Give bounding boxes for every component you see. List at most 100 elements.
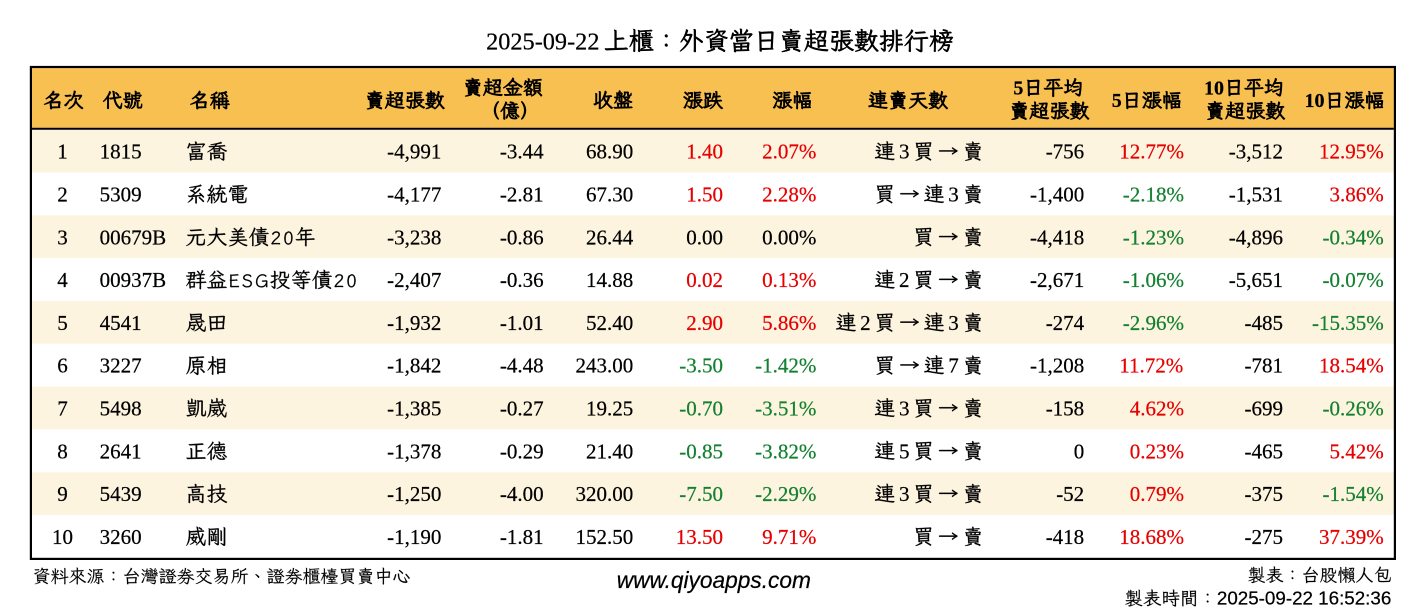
svg-text:3: 3: [948, 183, 959, 207]
svg-text:-3.50: -3.50: [679, 354, 723, 378]
svg-text:-0.29: -0.29: [500, 439, 544, 463]
svg-text:52.40: 52.40: [586, 311, 633, 335]
svg-text:21.40: 21.40: [586, 439, 633, 463]
svg-text:-1,842: -1,842: [387, 354, 441, 378]
svg-text:www.qiyoapps.com: www.qiyoapps.com: [617, 567, 811, 593]
svg-text:-0.34%: -0.34%: [1323, 225, 1384, 249]
svg-text:-1.42%: -1.42%: [755, 354, 816, 378]
svg-text:1.50: 1.50: [686, 183, 723, 207]
svg-text:10: 10: [1204, 77, 1224, 99]
svg-text:0.23%: 0.23%: [1130, 439, 1184, 463]
svg-text:-1.81: -1.81: [500, 525, 544, 549]
svg-text:-1.01: -1.01: [500, 311, 544, 335]
svg-text:5498: 5498: [100, 397, 142, 421]
svg-text:-0.36: -0.36: [500, 268, 544, 292]
svg-text:-0.86: -0.86: [500, 225, 544, 249]
svg-text:7: 7: [57, 397, 67, 421]
svg-text:-0.85: -0.85: [679, 439, 723, 463]
svg-text:-465: -465: [1245, 439, 1284, 463]
svg-text:-1.23%: -1.23%: [1123, 225, 1184, 249]
svg-text:0.02: 0.02: [686, 268, 723, 292]
svg-text:37.39%: 37.39%: [1319, 525, 1384, 549]
svg-text:9: 9: [57, 482, 67, 506]
svg-text:00937B: 00937B: [100, 268, 167, 292]
svg-text:-1,190: -1,190: [387, 525, 441, 549]
svg-text:-1,400: -1,400: [1030, 183, 1084, 207]
svg-text:12.95%: 12.95%: [1319, 140, 1384, 164]
svg-text:10: 10: [52, 525, 73, 549]
svg-text:-275: -275: [1245, 525, 1284, 549]
svg-text:11.72%: 11.72%: [1119, 354, 1183, 378]
svg-text:2: 2: [57, 183, 67, 207]
svg-text:9.71%: 9.71%: [762, 525, 816, 549]
svg-text:2025-09-22 16:52:36: 2025-09-22 16:52:36: [1217, 588, 1391, 609]
svg-text:2.90: 2.90: [686, 311, 723, 335]
svg-text:-3.51%: -3.51%: [755, 397, 816, 421]
svg-text:3: 3: [57, 225, 67, 249]
svg-text:5: 5: [57, 311, 67, 335]
svg-text:5.42%: 5.42%: [1330, 439, 1384, 463]
svg-text:-3.82%: -3.82%: [755, 439, 816, 463]
svg-text:320.00: 320.00: [576, 482, 634, 506]
svg-text:68.90: 68.90: [586, 140, 633, 164]
svg-text:3260: 3260: [100, 525, 142, 549]
svg-text:4.62%: 4.62%: [1130, 397, 1184, 421]
svg-text:-756: -756: [1046, 140, 1085, 164]
svg-text:5309: 5309: [100, 183, 142, 207]
svg-text:3: 3: [948, 311, 959, 335]
svg-text:-15.35%: -15.35%: [1312, 311, 1384, 335]
svg-text:2: 2: [860, 311, 871, 335]
svg-text:-1.06%: -1.06%: [1123, 268, 1184, 292]
svg-text:2.07%: 2.07%: [762, 140, 816, 164]
svg-text:3: 3: [899, 482, 910, 506]
svg-text:7: 7: [948, 354, 959, 378]
svg-text:-52: -52: [1056, 482, 1084, 506]
svg-text:18.68%: 18.68%: [1119, 525, 1184, 549]
svg-text:-0.27: -0.27: [500, 397, 544, 421]
svg-text:3.86%: 3.86%: [1330, 183, 1384, 207]
svg-text:67.30: 67.30: [586, 183, 633, 207]
svg-text:5: 5: [1013, 77, 1023, 99]
svg-text:5: 5: [1112, 90, 1122, 112]
svg-text:-2.96%: -2.96%: [1123, 311, 1184, 335]
svg-text:2025-09-22: 2025-09-22: [486, 29, 599, 56]
svg-text:1: 1: [57, 140, 67, 164]
svg-text:-2,671: -2,671: [1030, 268, 1084, 292]
svg-text:0.13%: 0.13%: [762, 268, 816, 292]
svg-text:-485: -485: [1245, 311, 1284, 335]
svg-text:-4.00: -4.00: [500, 482, 544, 506]
svg-text:-2,407: -2,407: [387, 268, 441, 292]
svg-text:-5,651: -5,651: [1229, 268, 1283, 292]
svg-text:19.25: 19.25: [586, 397, 633, 421]
svg-text:-3.44: -3.44: [500, 140, 544, 164]
svg-text:14.88: 14.88: [586, 268, 633, 292]
svg-text:-2.18%: -2.18%: [1123, 183, 1184, 207]
svg-text:243.00: 243.00: [576, 354, 634, 378]
svg-text:-2.29%: -2.29%: [755, 482, 816, 506]
svg-text:-4,991: -4,991: [387, 140, 441, 164]
svg-text:2: 2: [899, 268, 910, 292]
svg-text:-1,932: -1,932: [387, 311, 441, 335]
svg-text:-781: -781: [1245, 354, 1284, 378]
svg-text:0: 0: [1074, 439, 1085, 463]
svg-text:-1,378: -1,378: [387, 439, 441, 463]
svg-text:12.77%: 12.77%: [1119, 140, 1184, 164]
svg-text:-1,531: -1,531: [1229, 183, 1283, 207]
svg-text:1.40: 1.40: [686, 140, 723, 164]
svg-text:6: 6: [57, 354, 67, 378]
svg-text:5: 5: [899, 439, 910, 463]
svg-text:-0.26%: -0.26%: [1323, 397, 1384, 421]
svg-text:-1,208: -1,208: [1030, 354, 1084, 378]
svg-text:18.54%: 18.54%: [1319, 354, 1384, 378]
svg-text:-0.07%: -0.07%: [1323, 268, 1384, 292]
svg-text:-4,177: -4,177: [387, 183, 441, 207]
svg-text:4: 4: [57, 268, 68, 292]
svg-text:2641: 2641: [100, 439, 142, 463]
svg-text:00679B: 00679B: [100, 225, 167, 249]
svg-text:-3,512: -3,512: [1229, 140, 1283, 164]
svg-text:2.28%: 2.28%: [762, 183, 816, 207]
svg-text:3: 3: [899, 140, 910, 164]
svg-text:-1.54%: -1.54%: [1323, 482, 1384, 506]
svg-text:-4,418: -4,418: [1030, 225, 1084, 249]
svg-text:-4.48: -4.48: [500, 354, 544, 378]
